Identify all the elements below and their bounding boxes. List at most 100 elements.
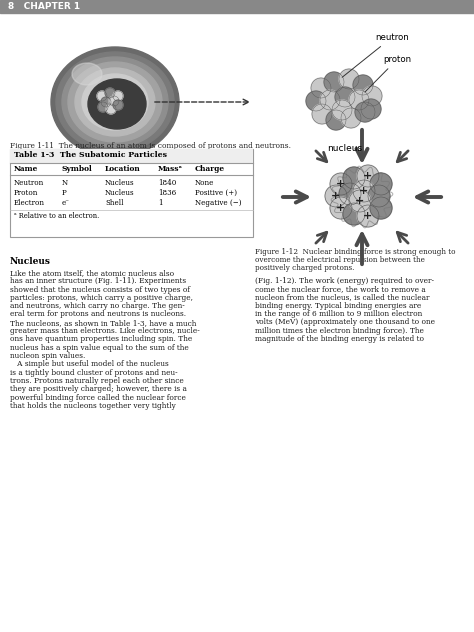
Circle shape xyxy=(320,90,340,110)
Circle shape xyxy=(105,88,115,98)
Text: Negative (−): Negative (−) xyxy=(195,199,241,207)
Text: +: + xyxy=(364,211,373,221)
Circle shape xyxy=(312,104,332,124)
Text: +: + xyxy=(364,171,373,181)
Text: e⁻: e⁻ xyxy=(62,199,70,207)
Text: Shell: Shell xyxy=(105,199,124,207)
Circle shape xyxy=(357,205,379,227)
Ellipse shape xyxy=(51,47,179,157)
Circle shape xyxy=(109,96,119,106)
Text: has an inner structure (Fig. 1-11). Experiments: has an inner structure (Fig. 1-11). Expe… xyxy=(10,277,186,285)
Text: that holds the nucleons together very tightly: that holds the nucleons together very ti… xyxy=(10,402,176,410)
Text: Figure 1-12  Nuclear binding force is strong enough to: Figure 1-12 Nuclear binding force is str… xyxy=(255,248,456,256)
Text: Massᵃ: Massᵃ xyxy=(158,165,183,173)
Text: nucleon from the nucleus, is called the nuclear: nucleon from the nucleus, is called the … xyxy=(255,294,429,301)
Circle shape xyxy=(339,183,361,205)
Text: 1836: 1836 xyxy=(158,189,176,197)
Text: Charge: Charge xyxy=(195,165,225,173)
Text: Nucleus: Nucleus xyxy=(105,179,135,187)
Text: Like the atom itself, the atomic nucleus also: Like the atom itself, the atomic nucleus… xyxy=(10,269,174,277)
Text: 1: 1 xyxy=(158,199,163,207)
Circle shape xyxy=(113,100,123,110)
Text: showed that the nucleus consists of two types of: showed that the nucleus consists of two … xyxy=(10,286,190,294)
Circle shape xyxy=(353,180,375,202)
Circle shape xyxy=(368,185,390,207)
Bar xyxy=(0,0,474,13)
Text: Nucleus: Nucleus xyxy=(10,257,51,266)
Text: Figure 1-11  The nucleus of an atom is composed of protons and neutrons.: Figure 1-11 The nucleus of an atom is co… xyxy=(10,142,291,150)
Circle shape xyxy=(370,197,392,219)
Text: is a tightly bound cluster of protons and neu-: is a tightly bound cluster of protons an… xyxy=(10,368,178,377)
Text: +: + xyxy=(359,186,369,196)
Ellipse shape xyxy=(88,79,146,129)
Circle shape xyxy=(362,86,382,106)
Text: Neutron: Neutron xyxy=(14,179,44,187)
Text: Symbol: Symbol xyxy=(62,165,93,173)
Circle shape xyxy=(97,91,107,101)
Circle shape xyxy=(311,78,331,98)
Circle shape xyxy=(370,173,392,195)
Text: greater mass than electrons. Like electrons, nucle-: greater mass than electrons. Like electr… xyxy=(10,327,200,335)
Text: neutron: neutron xyxy=(342,33,409,77)
Circle shape xyxy=(98,102,108,112)
Text: Nucleus: Nucleus xyxy=(105,189,135,197)
Circle shape xyxy=(330,197,352,219)
Text: Location: Location xyxy=(105,165,141,173)
Circle shape xyxy=(343,167,365,189)
Text: trons. Protons naturally repel each other since: trons. Protons naturally repel each othe… xyxy=(10,377,184,385)
Text: overcome the electrical repulsion between the: overcome the electrical repulsion betwee… xyxy=(255,256,425,264)
Circle shape xyxy=(341,108,361,128)
Text: positively charged protons.: positively charged protons. xyxy=(255,264,355,272)
Bar xyxy=(10,149,253,163)
Text: 8   CHAPTER 1: 8 CHAPTER 1 xyxy=(8,2,80,11)
Text: Positive (+): Positive (+) xyxy=(195,189,237,197)
Circle shape xyxy=(306,91,326,111)
Text: ons have quantum properties including spin. The: ons have quantum properties including sp… xyxy=(10,336,192,343)
Ellipse shape xyxy=(68,62,162,142)
Text: +: + xyxy=(356,196,365,206)
Circle shape xyxy=(101,97,111,107)
Circle shape xyxy=(353,75,373,95)
Circle shape xyxy=(324,72,344,92)
Text: Name: Name xyxy=(14,165,38,173)
Text: Electron: Electron xyxy=(14,199,45,207)
Text: +: + xyxy=(331,191,341,201)
Text: A simple but useful model of the nucleus: A simple but useful model of the nucleus xyxy=(10,360,169,368)
Text: magnitude of the binding energy is related to: magnitude of the binding energy is relat… xyxy=(255,335,424,343)
Text: +: + xyxy=(337,203,346,213)
Circle shape xyxy=(325,185,347,207)
Ellipse shape xyxy=(75,68,155,136)
Circle shape xyxy=(106,104,116,114)
Text: The nucleons, as shown in Table 1-3, have a much: The nucleons, as shown in Table 1-3, hav… xyxy=(10,319,196,327)
Circle shape xyxy=(332,100,352,120)
Text: None: None xyxy=(195,179,214,187)
Ellipse shape xyxy=(72,63,102,85)
Circle shape xyxy=(339,69,359,89)
Text: N: N xyxy=(62,179,68,187)
Ellipse shape xyxy=(56,52,174,152)
Text: come the nuclear force, the work to remove a: come the nuclear force, the work to remo… xyxy=(255,285,426,293)
Circle shape xyxy=(361,99,381,119)
Text: in the range of 6 million to 9 million electron: in the range of 6 million to 9 million e… xyxy=(255,310,422,318)
Ellipse shape xyxy=(82,74,148,130)
Text: P: P xyxy=(62,189,67,197)
Circle shape xyxy=(355,102,375,122)
Text: and neutrons, which carry no charge. The gen-: and neutrons, which carry no charge. The… xyxy=(10,302,185,310)
Text: (Fig. 1-12). The work (energy) required to over-: (Fig. 1-12). The work (energy) required … xyxy=(255,277,434,285)
Text: proton: proton xyxy=(365,55,411,92)
Text: nucleon spin values.: nucleon spin values. xyxy=(10,352,85,360)
Text: volts (MeV) (approximately one thousand to one: volts (MeV) (approximately one thousand … xyxy=(255,319,435,327)
Text: powerful binding force called the nuclear force: powerful binding force called the nuclea… xyxy=(10,394,186,401)
Text: million times the electron binding force). The: million times the electron binding force… xyxy=(255,327,424,335)
Circle shape xyxy=(343,203,365,225)
Circle shape xyxy=(357,165,379,187)
Ellipse shape xyxy=(62,57,168,147)
Text: 1840: 1840 xyxy=(158,179,176,187)
Text: Proton: Proton xyxy=(14,189,38,197)
Text: they are positively charged; however, there is a: they are positively charged; however, th… xyxy=(10,385,187,393)
Text: particles: protons, which carry a positive charge,: particles: protons, which carry a positi… xyxy=(10,294,193,302)
Circle shape xyxy=(349,190,371,212)
Circle shape xyxy=(326,110,346,130)
Text: binding energy. Typical binding energies are: binding energy. Typical binding energies… xyxy=(255,302,421,310)
Text: +: + xyxy=(337,179,346,189)
